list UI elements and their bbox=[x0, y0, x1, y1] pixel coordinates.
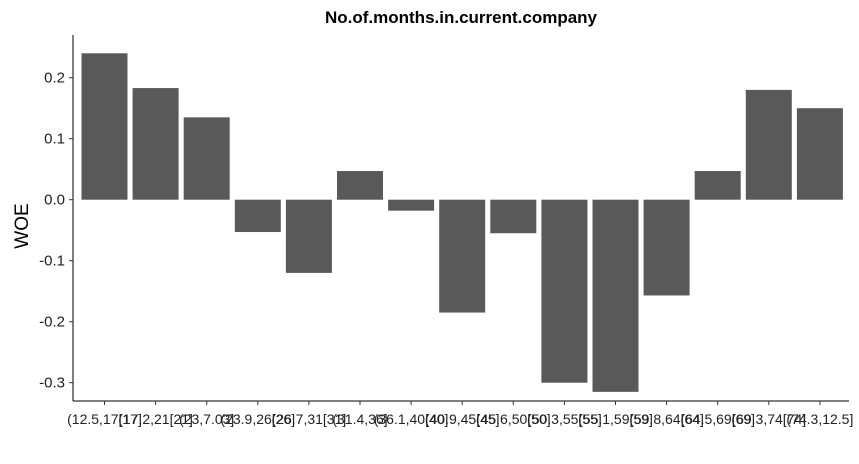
y-tick-label: -0.3 bbox=[39, 375, 65, 392]
y-tick-label: -0.1 bbox=[39, 253, 65, 270]
bar bbox=[388, 199, 435, 211]
x-tick-label: (23.9,26[26] bbox=[220, 411, 295, 427]
x-tick-label: (45.6,50[50] bbox=[476, 411, 551, 427]
bar bbox=[285, 199, 332, 273]
bar bbox=[234, 199, 281, 233]
x-tick-label: (69.3,74[74] bbox=[731, 411, 806, 427]
x-tick-label: (40.9,45[45] bbox=[425, 411, 500, 427]
bar bbox=[643, 199, 690, 296]
x-tick-label: (31.4,36] bbox=[332, 411, 387, 427]
y-axis-label: WOE bbox=[12, 203, 33, 248]
y-tick-label: 0.0 bbox=[44, 192, 65, 209]
x-tick-label: (50.3,55[55] bbox=[527, 411, 602, 427]
x-tick-label: (74.3,12.5] bbox=[786, 411, 853, 427]
bar bbox=[745, 89, 792, 200]
bar bbox=[694, 171, 741, 200]
x-tick-label: (55.1,59[59] bbox=[578, 411, 653, 427]
x-tick-label: (26.7,31[31] bbox=[272, 411, 347, 427]
chart-title: No.of.months.in.current.company bbox=[325, 8, 598, 27]
bar bbox=[337, 171, 383, 200]
y-tick-label: -0.2 bbox=[39, 314, 65, 331]
bar bbox=[541, 199, 588, 383]
y-tick-label: 0.1 bbox=[44, 131, 65, 148]
x-tick-label: (17.2,21[21] bbox=[118, 411, 193, 427]
x-tick-label: (36.1,40[40] bbox=[374, 411, 449, 427]
bar bbox=[183, 117, 230, 200]
bar bbox=[490, 199, 537, 234]
x-tick-label: (59.8,64[64] bbox=[629, 411, 704, 427]
bar bbox=[592, 199, 639, 392]
bar bbox=[439, 199, 486, 313]
y-tick-label: 0.2 bbox=[44, 70, 65, 87]
bar bbox=[132, 88, 179, 200]
plot-area: 0.2 0.1 0.0 -0.1 -0.2 -0.3 (12.5,17[17](17.2,2… bbox=[39, 35, 853, 427]
x-tick-label: (23,7.03] bbox=[179, 411, 234, 427]
bar bbox=[796, 108, 843, 200]
x-tick-label: (64.5,69[69] bbox=[680, 411, 755, 427]
x-tick-label: (12.5,17[17] bbox=[67, 411, 142, 427]
bar bbox=[81, 53, 128, 200]
